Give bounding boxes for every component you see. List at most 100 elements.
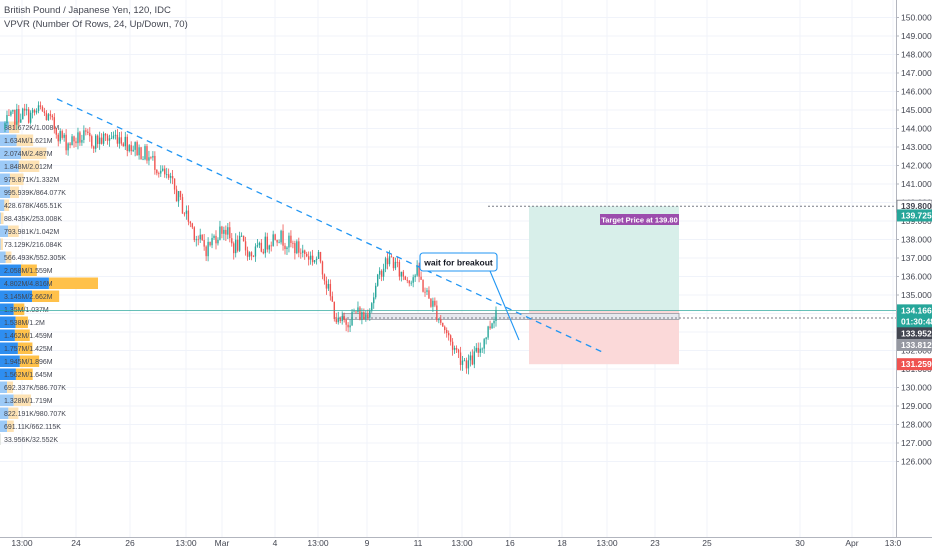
candle-body [406, 279, 408, 281]
candle-body [199, 234, 201, 240]
candle-body [349, 325, 351, 328]
candle-body [258, 242, 261, 246]
vp-bar-down [18, 160, 40, 172]
candle-body [270, 245, 272, 247]
volume-profile: 881.672K/1.008M 1.634M/1.621M 2.074M/2.487… [0, 121, 98, 445]
vp-row-label: 1.538M/1.2M [4, 320, 45, 327]
candle-body [250, 252, 253, 257]
candle-body [451, 341, 454, 350]
candle-body [339, 317, 341, 322]
candle-body [8, 115, 10, 116]
drawings[interactable] [0, 98, 896, 353]
candle-body [203, 239, 205, 247]
candle-body [225, 229, 227, 235]
price-tag-label: 134.166 [901, 305, 932, 315]
candle-body [398, 262, 401, 277]
candle-body [142, 159, 144, 161]
candle-body [130, 145, 132, 152]
candle-body [79, 132, 81, 143]
candle-body [331, 296, 334, 302]
candle-body [63, 134, 65, 138]
candle-body [325, 280, 328, 289]
candle-body [363, 312, 365, 320]
vp-bar-down [14, 329, 30, 341]
candle-body [126, 136, 128, 151]
price-tag [897, 304, 932, 317]
price-tag [897, 209, 932, 222]
candle-body [6, 115, 8, 124]
vp-bar-down [0, 238, 3, 250]
vp-bar-up [0, 199, 5, 211]
candle-body [404, 276, 406, 280]
price-tag-label: 01:30:48 [901, 317, 932, 327]
candle-body [388, 256, 391, 265]
annotations[interactable]: wait for breakout Target Price at 139.80 [419, 214, 679, 341]
vp-row-label: 428.678K/465.51K [4, 203, 62, 210]
candle-body [242, 235, 245, 242]
vp-bar-up [0, 186, 11, 198]
vp-bar-up [0, 342, 18, 354]
vp-bar-down [32, 290, 60, 302]
candle-body [67, 143, 69, 151]
candle-body [211, 237, 213, 246]
vp-bar-down [8, 407, 19, 419]
vp-row-label: 566.493K/552.305K [4, 255, 66, 262]
y-tick-label: 144.000 [901, 124, 932, 134]
candle-body [51, 115, 54, 118]
candle-body [14, 109, 16, 125]
candle-body [347, 324, 349, 328]
price-tag [897, 338, 932, 351]
candle-body [53, 117, 55, 130]
candle-body [138, 147, 140, 156]
candle-body [106, 135, 109, 141]
candle-body [197, 239, 199, 241]
vp-row-label: 4.802M/4.816M [4, 281, 53, 288]
candle-body [47, 114, 50, 121]
vp-bar-down [4, 199, 10, 211]
y-tick-label: 146.000 [901, 87, 932, 97]
candle-body [124, 136, 126, 147]
candle-body [373, 297, 375, 304]
candle-body [319, 251, 322, 262]
vp-row-label: 88.435K/253.008K [4, 216, 62, 223]
candle-body [455, 347, 458, 350]
candle-body [75, 141, 77, 144]
candle-body [175, 189, 178, 202]
vp-bar-up [0, 173, 10, 185]
vp-bar-up [0, 160, 19, 172]
candle-body [91, 136, 93, 147]
candle-body [477, 347, 479, 353]
candle-body [278, 242, 280, 244]
candle-body [16, 109, 18, 125]
candle-body [305, 253, 308, 257]
candle-body [353, 311, 355, 313]
y-tick-label: 147.000 [901, 68, 932, 78]
candle-body [309, 255, 312, 260]
candle-body [205, 246, 207, 257]
candle-body [369, 310, 371, 318]
candle-body [189, 221, 192, 224]
candle-body [323, 274, 326, 281]
price-tag-label: 133.952 [901, 328, 932, 338]
candle-body [231, 238, 233, 244]
candle-body [274, 234, 276, 240]
y-tick-label: 129.000 [901, 401, 932, 411]
x-tick-label: 13:00 [175, 538, 197, 548]
candle-body [73, 136, 75, 142]
candle-body [118, 137, 121, 144]
candle-body [461, 360, 464, 365]
vp-row-label: 2.058M/1.559M [4, 268, 53, 275]
candle-body [380, 270, 383, 277]
candle-body [165, 174, 168, 176]
candle-body [382, 268, 385, 277]
candle-body [128, 145, 130, 151]
vp-bar-down [5, 251, 12, 263]
candle-body [313, 260, 316, 263]
candle-body [35, 110, 38, 113]
position-zones[interactable] [335, 205, 896, 365]
candle-body [329, 283, 332, 297]
candle-body [154, 155, 156, 170]
candle-body [150, 157, 152, 159]
y-tick-label: 145.000 [901, 105, 932, 115]
